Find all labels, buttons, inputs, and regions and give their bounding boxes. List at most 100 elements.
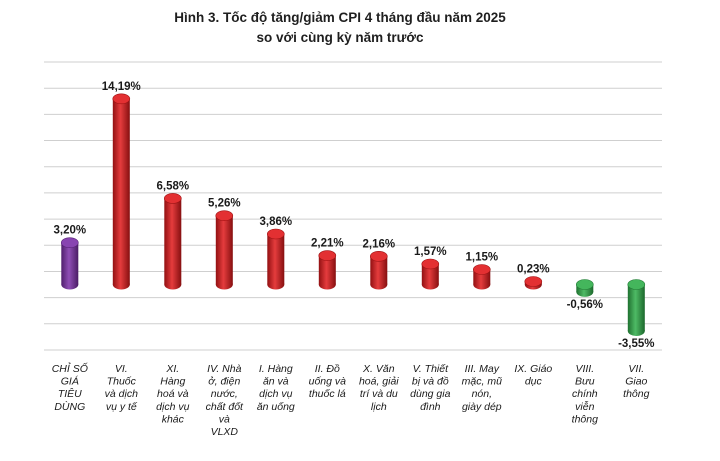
value-label: 2,16% (362, 238, 395, 250)
category-label-line: hoá và (157, 388, 189, 400)
bar (627, 279, 646, 336)
category-label-line: bị và đồ (412, 376, 449, 388)
category-label-line: I. Hàng (259, 363, 293, 375)
category-label-line: CHỈ SỐ (52, 362, 88, 375)
bar-body (61, 242, 79, 285)
bar-base (627, 326, 645, 336)
category-label-line: VLXD (211, 426, 239, 438)
bar-base (370, 279, 388, 290)
category-label-line: V. Thiết (413, 363, 449, 375)
category-label-line: nước, (211, 388, 238, 400)
category-label-line: TIÊU (58, 387, 82, 400)
bar-base (576, 286, 594, 297)
bar-body (112, 98, 130, 285)
bar (421, 258, 440, 290)
bar (164, 193, 182, 290)
value-label: -3,55% (618, 338, 654, 350)
category-label: X. Văn hoá, giải trí và du lịch (359, 363, 399, 413)
category-label: II. Đồ uống và thuốc lá (309, 363, 347, 400)
category-label-line: Giao (625, 376, 647, 388)
category-label-line: mặc, mũ (462, 376, 502, 388)
bar-base (112, 279, 130, 290)
category-label-line: IV. Nhà (207, 363, 241, 375)
bar-base (164, 279, 182, 290)
bar-body (318, 255, 336, 285)
bar-top (575, 279, 594, 290)
bar-base (267, 279, 285, 290)
category-label-line: ăn uống (257, 401, 295, 413)
category-label-line: và dịch (105, 388, 138, 400)
bar-base (61, 279, 79, 290)
category-label-line: XI. (165, 363, 179, 375)
category-label-line: thông (623, 388, 649, 400)
value-labels: 3,20% 14,19% 6,58% 5,26% 3,86% 2,21% 2,16% 1,57… (53, 81, 654, 350)
category-label-line: Thuốc (107, 376, 137, 388)
category-label-line: ở, điện (208, 376, 240, 388)
bar-top (266, 228, 285, 240)
bar-top (318, 250, 337, 261)
category-label: XI. Hàng hoá và dịch vụ khác (156, 363, 189, 425)
grid-lines (44, 61, 662, 351)
category-label: III. May mặc, mũ nón, giày dép (462, 363, 502, 413)
category-label-line: giày dép (462, 401, 502, 413)
category-label-line: nón, (472, 388, 492, 400)
category-label-line: dục (525, 376, 543, 388)
bar (61, 237, 79, 290)
category-label-line: viễn (575, 400, 594, 413)
value-label: 5,26% (208, 198, 241, 210)
category-label: V. Thiết bị và đồ dùng gia đình (410, 363, 450, 413)
value-label: 14,19% (102, 81, 141, 93)
bar-body (370, 256, 388, 285)
bar-body (627, 284, 645, 331)
category-label-line: Hàng (160, 376, 185, 388)
bar-top (369, 250, 388, 262)
category-label-line: chất đốt (206, 401, 244, 413)
category-label-line: thuốc lá (309, 388, 346, 400)
bar-top (164, 193, 182, 204)
bar-body (421, 264, 439, 285)
category-label-line: hoá, giải (359, 376, 399, 388)
category-label-line: vụ y tế (106, 401, 138, 413)
chart-title-line-1: Hình 3. Tốc độ tăng/giảm CPI 4 tháng đầu… (174, 10, 506, 25)
bar-top (524, 276, 543, 287)
category-label-line: X. Văn (362, 363, 395, 375)
bar (524, 276, 543, 290)
category-label: VIII. Bưu chính viễn thông (572, 363, 598, 425)
category-label: IX. Giáo dục (514, 363, 552, 388)
bar (575, 279, 594, 297)
value-label: 3,20% (53, 225, 86, 237)
value-label: -0,56% (567, 299, 603, 311)
bar (266, 228, 285, 290)
category-label-line: khác (162, 413, 185, 425)
category-label-line: DÙNG (54, 400, 85, 413)
bar-top (472, 264, 491, 275)
bar-body (215, 215, 233, 285)
value-label: 2,21% (311, 238, 344, 250)
bars (61, 93, 646, 336)
bar (472, 264, 491, 290)
bar-body (164, 198, 182, 285)
bar-top (421, 258, 440, 270)
value-label: 1,57% (414, 246, 447, 258)
bar (369, 250, 388, 290)
value-label: 6,58% (156, 180, 189, 192)
value-label: 0,23% (517, 264, 550, 276)
category-label-line: ăn và (263, 376, 289, 388)
category-label: I. Hàng ăn và dịch vụ ăn uống (257, 363, 295, 413)
value-label: 3,86% (259, 216, 292, 228)
category-label-line: VII. (628, 363, 644, 375)
category-label-line: IX. Giáo (514, 363, 552, 375)
category-label-line: GIÁ (61, 375, 79, 388)
category-label-line: III. May (465, 363, 500, 375)
bar-base (318, 279, 336, 290)
category-label-line: dịch vụ (259, 388, 292, 400)
category-label-line: đình (420, 401, 441, 413)
category-label: VI. Thuốc và dịch vụ y tế (105, 363, 138, 413)
category-labels: CHỈ SỐ GIÁ TIÊU DÙNG VI. Thuốc và dịch vụ y tế X… (52, 362, 650, 438)
value-label: 1,15% (465, 252, 498, 264)
category-label-line: uống và (309, 376, 347, 388)
bar-base (421, 279, 439, 290)
chart-title-line-2: so với cùng kỳ năm trước (256, 30, 424, 45)
